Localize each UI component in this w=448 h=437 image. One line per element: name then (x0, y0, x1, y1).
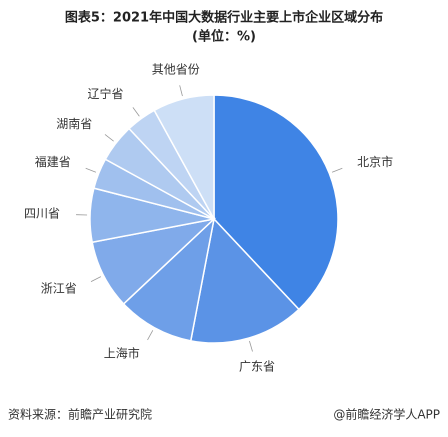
pie-slice (153, 94, 215, 220)
leader-line (90, 276, 102, 283)
leader-line (132, 107, 140, 117)
slice-label: 上海市 (104, 345, 140, 360)
leader-line (147, 330, 154, 341)
slice-label: 四川省 (24, 207, 60, 221)
slice-label: 北京市 (357, 154, 393, 169)
pie-slice (189, 217, 300, 344)
slice-label: 浙江省 (41, 281, 77, 295)
slice-label: 其他省份 (152, 62, 200, 76)
pie-slice (122, 216, 216, 342)
leader-line (249, 340, 253, 352)
credit: @前瞻经济学人APP (333, 407, 440, 422)
leader-line (85, 167, 97, 173)
slice-label: 福建省 (35, 154, 71, 169)
leader-line (331, 167, 343, 173)
chart-subtitle: (单位：%) (192, 29, 256, 45)
slice-label: 广东省 (239, 359, 275, 373)
source: 资料来源：前瞻产业研究院 (8, 407, 152, 422)
leader-line (179, 85, 183, 97)
chart-title: 图表5：2021年中国大数据行业主要上市企业区域分布 (65, 10, 383, 26)
slice-label: 湖南省 (56, 116, 92, 131)
slice-label: 辽宁省 (87, 86, 123, 101)
leader-line (104, 134, 114, 142)
pie-slice (213, 94, 339, 311)
